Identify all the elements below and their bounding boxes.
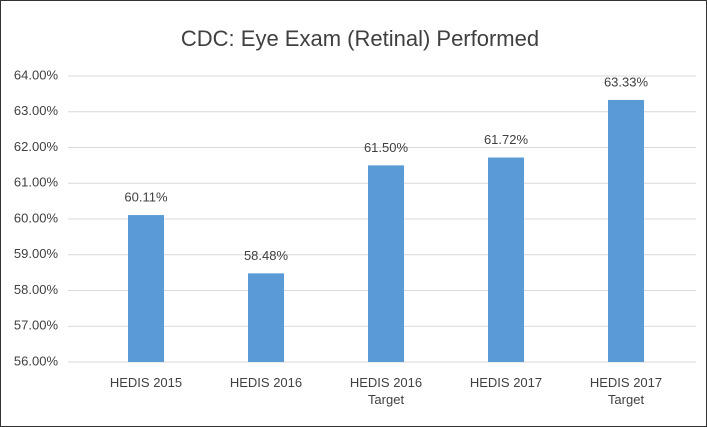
y-tick-label: 63.00% bbox=[14, 103, 59, 118]
data-label: 63.33% bbox=[604, 74, 649, 89]
y-tick-label: 56.00% bbox=[14, 353, 59, 368]
y-tick-label: 62.00% bbox=[14, 139, 59, 154]
y-tick-label: 60.00% bbox=[14, 210, 59, 225]
bar bbox=[248, 273, 284, 362]
x-tick-label: HEDIS 2015 bbox=[109, 375, 183, 390]
data-label: 60.11% bbox=[124, 190, 168, 205]
bar bbox=[368, 165, 404, 362]
data-label: 61.72% bbox=[484, 132, 529, 147]
x-tick-label: HEDIS 2017 Target bbox=[589, 375, 663, 407]
y-tick-label: 61.00% bbox=[14, 175, 59, 190]
data-label: 61.50% bbox=[364, 140, 409, 155]
y-tick-label: 59.00% bbox=[14, 246, 59, 261]
chart-title: CDC: Eye Exam (Retinal) Performed bbox=[181, 26, 539, 51]
y-tick-label: 58.00% bbox=[14, 282, 59, 297]
data-label: 58.48% bbox=[244, 248, 289, 263]
bar bbox=[128, 215, 164, 362]
y-tick-label: 64.00% bbox=[14, 67, 59, 82]
x-tick-label: HEDIS 2017 bbox=[469, 375, 543, 390]
y-tick-label: 57.00% bbox=[14, 318, 59, 333]
bar bbox=[488, 157, 524, 362]
x-tick-label: HEDIS 2016 bbox=[229, 375, 303, 390]
x-tick-label: HEDIS 2016 Target bbox=[349, 375, 423, 407]
bar bbox=[608, 99, 644, 362]
